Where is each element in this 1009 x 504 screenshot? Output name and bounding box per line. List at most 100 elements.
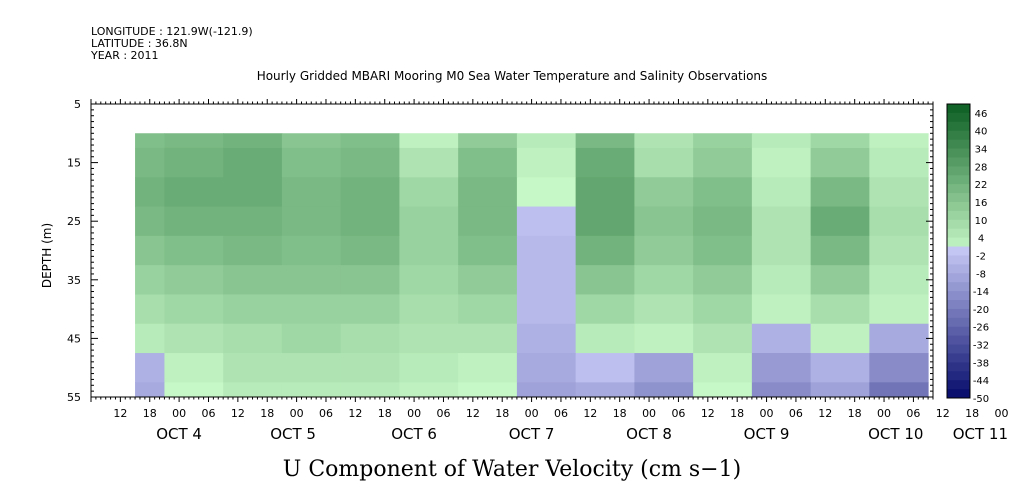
heatmap-cell xyxy=(223,323,283,354)
heatmap-cell xyxy=(399,265,459,295)
heatmap-cell xyxy=(516,177,577,208)
x-tick-label: 12 xyxy=(701,407,715,420)
colorbar-swatch xyxy=(947,353,970,363)
colorbar-label: 28 xyxy=(975,162,988,173)
heatmap-cell xyxy=(634,353,694,383)
x-tick-label: 18 xyxy=(613,407,627,420)
axis-ticks: 12 18 00 06 12 18 00 06 12 18 00 06 12 18 00 06 12 18 00 06… xyxy=(67,98,1009,443)
heatmap-cell xyxy=(751,382,812,398)
x-tick-label: 00 xyxy=(407,407,421,420)
heatmap-cell xyxy=(223,235,283,266)
heatmap-cell xyxy=(135,382,165,398)
colorbar-swatch xyxy=(947,362,970,372)
heatmap-cell xyxy=(516,382,577,398)
heatmap-cell xyxy=(810,235,870,266)
x-tick-label: 18 xyxy=(378,407,392,420)
colorbar-label: -8 xyxy=(976,269,986,280)
heatmap-cell xyxy=(810,206,870,237)
heatmap-cell xyxy=(693,206,753,237)
colorbar-label: 46 xyxy=(975,109,988,120)
heatmap-cell xyxy=(869,294,929,325)
colorbar-label: 40 xyxy=(975,127,988,138)
colorbar-swatch xyxy=(947,371,970,381)
heatmap-cell xyxy=(693,265,753,295)
heatmap-cell xyxy=(575,177,635,208)
heatmap-cell xyxy=(575,206,635,237)
heatmap-cell xyxy=(634,147,694,178)
x-tick-label: 12 xyxy=(583,407,597,420)
x-tick-label: 12 xyxy=(113,407,127,420)
heatmap-cell xyxy=(135,265,165,295)
x-tick-label: 00 xyxy=(525,407,539,420)
heatmap-cell xyxy=(135,147,165,178)
header-latitude: LATITUDE : 36.8N xyxy=(91,37,188,50)
y-tick-label: 25 xyxy=(67,215,81,228)
heatmap-cell xyxy=(516,294,577,325)
heatmap-cell xyxy=(399,353,459,383)
colorbar-swatch xyxy=(947,264,970,274)
heatmap-cell xyxy=(223,382,283,398)
heatmap-cell xyxy=(693,353,753,383)
heatmap-cell xyxy=(399,382,459,398)
heatmap-cell xyxy=(869,382,929,398)
heatmap-cell xyxy=(164,265,224,295)
heatmap-cell xyxy=(340,353,400,383)
heatmap-cell xyxy=(634,206,694,237)
x-tick-label: 18 xyxy=(965,407,979,420)
heatmap-cell xyxy=(281,353,342,383)
colorbar-swatch xyxy=(947,130,970,141)
heatmap-cell xyxy=(516,133,577,149)
heatmap-cell xyxy=(575,235,635,266)
heatmap-cell xyxy=(399,323,459,354)
heatmap-cell xyxy=(458,133,518,149)
heatmap-cell xyxy=(869,353,929,383)
colorbar-swatch xyxy=(947,148,970,158)
colorbar-swatch xyxy=(947,210,970,221)
heatmap-cell xyxy=(164,177,224,208)
heatmap-cell xyxy=(399,133,459,149)
heatmap-cell xyxy=(575,147,635,178)
colorbar-label: 34 xyxy=(975,145,988,156)
x-tick-label: 06 xyxy=(671,407,685,420)
heatmap-cell xyxy=(281,265,342,295)
colorbar-swatch xyxy=(947,255,970,265)
colorbar-label: 4 xyxy=(978,234,984,245)
x-day-label: OCT 11 xyxy=(953,425,1008,443)
heatmap-cell xyxy=(810,294,870,325)
y-tick-label: 45 xyxy=(67,332,81,345)
heatmap-cell xyxy=(281,235,342,266)
x-tick-label: 12 xyxy=(348,407,362,420)
colorbar-swatch xyxy=(947,326,970,337)
heatmap-cell xyxy=(751,235,812,266)
heatmap-cell xyxy=(575,265,635,295)
x-day-label: OCT 6 xyxy=(391,425,437,443)
heatmap-cell xyxy=(340,265,400,295)
heatmap-cell xyxy=(458,235,518,266)
heatmap-cell xyxy=(810,147,870,178)
heatmap-cell xyxy=(135,294,165,325)
heatmap-cell xyxy=(164,323,224,354)
colorbar-swatch xyxy=(947,389,970,399)
y-axis-label: DEPTH (m) xyxy=(40,223,54,288)
heatmap-cell xyxy=(281,147,342,178)
heatmap-cell xyxy=(634,235,694,266)
colorbar-label: -20 xyxy=(973,305,989,316)
heatmap-cell xyxy=(281,382,342,398)
colorbar-swatch xyxy=(947,246,970,256)
x-tick-label: 00 xyxy=(642,407,656,420)
heatmap-cell xyxy=(223,206,283,237)
heatmap-cell xyxy=(340,147,400,178)
colorbar-swatch xyxy=(947,121,970,132)
heatmap-cell xyxy=(281,323,342,354)
heatmap-cell xyxy=(869,177,929,208)
heatmap-cell xyxy=(223,353,283,383)
colorbar-swatch xyxy=(947,139,970,150)
heatmap-cell xyxy=(340,382,400,398)
heatmap-cell xyxy=(223,265,283,295)
heatmap-cell xyxy=(164,353,224,383)
x-day-label: OCT 5 xyxy=(270,425,316,443)
heatmap-cell xyxy=(281,206,342,237)
x-tick-label: 18 xyxy=(730,407,744,420)
colorbar-swatch xyxy=(947,193,970,203)
x-tick-label: 06 xyxy=(906,407,920,420)
